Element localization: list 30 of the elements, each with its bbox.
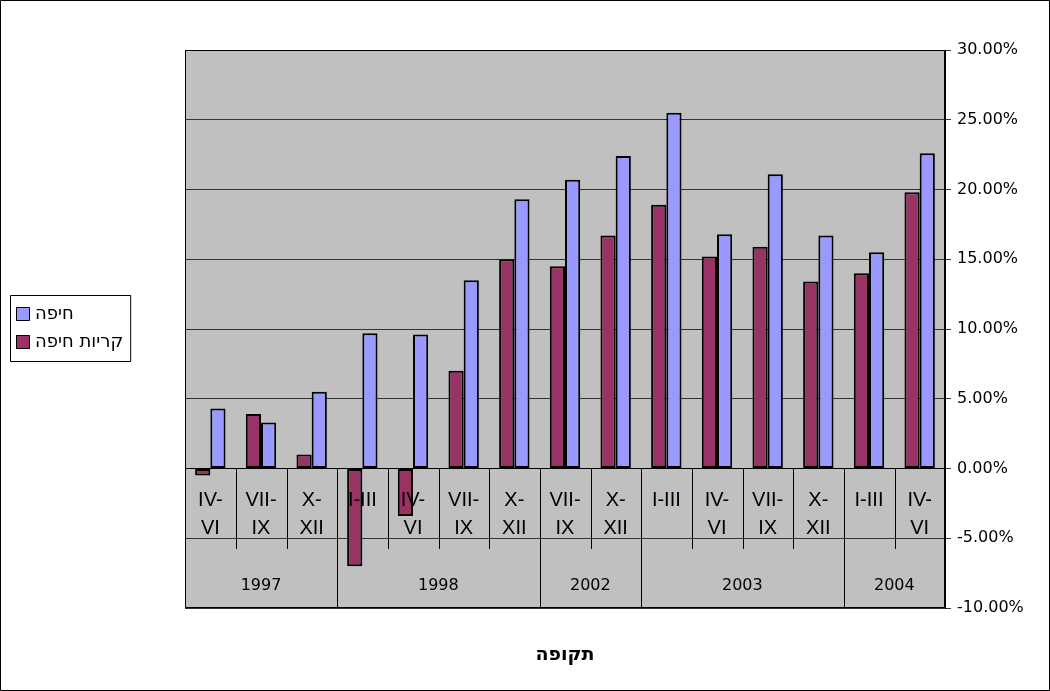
x-tick-label: X-XII [299, 488, 324, 539]
annotation: 1998 [417, 575, 459, 595]
annotation: 2003 [721, 575, 763, 595]
x-tick-label: IV-VI [907, 488, 932, 539]
y-tick-label: -5.00% [957, 527, 1014, 547]
x-tick-label: X-XII [603, 488, 628, 539]
x-tick-label: X-XII [806, 488, 831, 539]
x-tick-label: X-XII [502, 488, 527, 539]
y-tick-label: 20.00% [957, 178, 1019, 198]
x-tick-label: IV-VI [198, 488, 223, 539]
legend-label: קריות חיפה [35, 329, 124, 351]
y-tick-label: 0.00% [957, 457, 1008, 477]
annotation: 2002 [569, 575, 611, 595]
x-tick-label: I-III [854, 488, 884, 511]
y-tick-label: 5.00% [957, 387, 1008, 407]
legend-label: חיפה [35, 301, 74, 323]
x-tick-label: I-III [651, 488, 681, 511]
x-tick-label: VII-IX [752, 488, 784, 539]
annotation: 2004 [873, 575, 915, 595]
y-tick-label: 25.00% [957, 108, 1019, 128]
x-tick-label: IV-VI [704, 488, 730, 539]
x-tick-label: VII-IX [448, 488, 480, 539]
annotation: 1997 [240, 575, 282, 595]
x-axis-title: תקופה [535, 641, 595, 665]
x-tick-label: VII-IX [549, 488, 581, 539]
y-tick-label: 30.00% [957, 39, 1019, 59]
y-tick-label: 15.00% [957, 248, 1019, 268]
x-tick-label: VII-IX [245, 488, 277, 539]
y-tick-label: -10.00% [957, 597, 1024, 617]
y-tick-label: 10.00% [957, 318, 1019, 338]
